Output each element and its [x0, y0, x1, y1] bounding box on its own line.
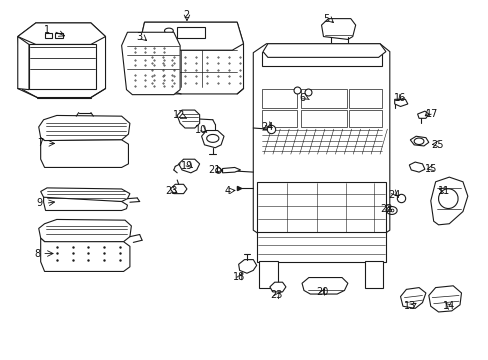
Text: 12: 12 [172, 111, 184, 121]
Polygon shape [177, 27, 205, 38]
Polygon shape [417, 111, 428, 118]
Text: 16: 16 [394, 93, 406, 103]
Polygon shape [41, 138, 128, 167]
Text: 8: 8 [34, 248, 40, 258]
Polygon shape [409, 136, 428, 146]
Polygon shape [140, 22, 243, 50]
Text: 13: 13 [404, 301, 416, 311]
Polygon shape [269, 282, 285, 292]
Text: 21: 21 [208, 165, 220, 175]
Text: 5: 5 [323, 14, 329, 24]
Text: 14: 14 [442, 301, 454, 311]
Text: 6: 6 [298, 93, 305, 103]
Polygon shape [178, 159, 199, 173]
Text: 19: 19 [181, 161, 193, 171]
Text: 22: 22 [380, 204, 392, 215]
Polygon shape [348, 110, 381, 127]
Polygon shape [18, 37, 29, 90]
Polygon shape [253, 44, 389, 237]
Text: 24: 24 [261, 122, 274, 132]
Text: 25: 25 [430, 140, 443, 150]
Polygon shape [261, 89, 297, 108]
Text: 23: 23 [269, 291, 282, 301]
Polygon shape [18, 23, 105, 98]
Text: 23: 23 [165, 186, 177, 197]
Polygon shape [238, 260, 256, 273]
Polygon shape [365, 261, 383, 288]
Polygon shape [41, 238, 130, 271]
Polygon shape [201, 131, 224, 148]
Text: 9: 9 [37, 198, 42, 208]
Text: 24: 24 [387, 190, 400, 200]
Polygon shape [222, 167, 240, 173]
Polygon shape [55, 33, 62, 39]
Text: 15: 15 [424, 164, 436, 174]
Polygon shape [300, 110, 346, 127]
Text: 1: 1 [44, 25, 50, 35]
Polygon shape [263, 44, 385, 57]
Polygon shape [408, 162, 424, 172]
Polygon shape [321, 19, 355, 40]
Polygon shape [41, 188, 130, 202]
Text: 17: 17 [425, 109, 438, 119]
Polygon shape [170, 184, 186, 194]
Text: 4: 4 [224, 186, 230, 197]
Polygon shape [43, 197, 127, 211]
Text: 7: 7 [38, 139, 44, 148]
Polygon shape [302, 278, 347, 294]
Text: 11: 11 [437, 186, 449, 196]
Polygon shape [256, 232, 385, 262]
Polygon shape [300, 89, 346, 108]
Text: 10: 10 [194, 125, 206, 135]
Text: 2: 2 [183, 10, 189, 20]
Polygon shape [18, 23, 105, 44]
Polygon shape [29, 44, 96, 89]
Polygon shape [428, 286, 461, 312]
Text: 3: 3 [136, 32, 142, 41]
Text: 18: 18 [232, 272, 244, 282]
Polygon shape [400, 288, 425, 309]
Polygon shape [394, 99, 407, 107]
Polygon shape [256, 182, 385, 233]
Polygon shape [261, 51, 381, 66]
Polygon shape [177, 110, 199, 128]
Polygon shape [348, 89, 381, 108]
Polygon shape [122, 32, 180, 95]
Polygon shape [39, 116, 130, 140]
Polygon shape [140, 22, 243, 94]
Text: 20: 20 [316, 287, 328, 297]
Polygon shape [259, 261, 277, 288]
Polygon shape [292, 99, 302, 104]
Polygon shape [261, 110, 297, 127]
Polygon shape [44, 33, 52, 39]
Polygon shape [430, 177, 467, 225]
Polygon shape [39, 220, 131, 243]
